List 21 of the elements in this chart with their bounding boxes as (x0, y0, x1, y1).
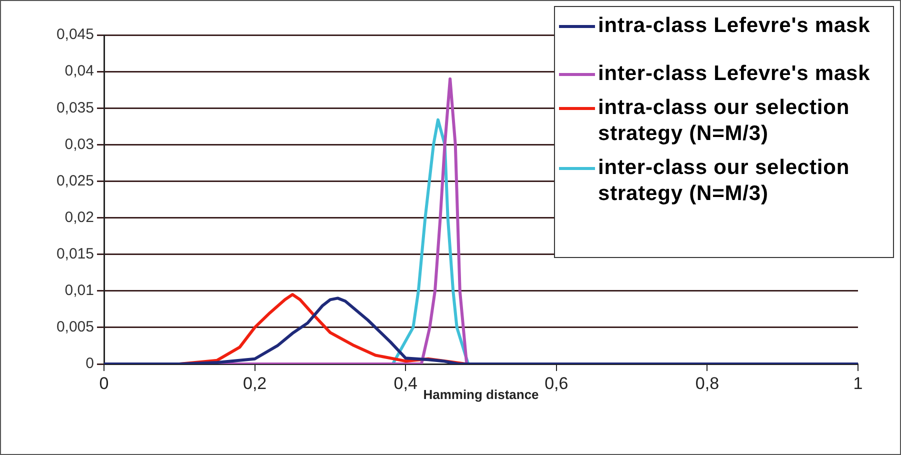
legend-label: intra-class Lefevre's mask (598, 13, 870, 39)
x-tick-label: 0,8 (695, 374, 720, 393)
y-tick-label: 0,035 (56, 99, 94, 116)
x-axis-title: Hamming distance (423, 386, 539, 402)
y-tick-label: 0,01 (64, 282, 94, 300)
y-tick-label: 0,045 (56, 26, 94, 44)
y-tick-label: 0,04 (64, 62, 94, 80)
y-tick-label: 0,02 (64, 208, 94, 226)
y-tick-label: 0,005 (56, 318, 94, 336)
y-tick-label: 0,03 (64, 136, 94, 153)
legend-label: intra-class our selection strategy (N=M/3) (598, 95, 851, 147)
x-tick-label: 0 (99, 374, 109, 393)
x-tick-label: 0,4 (394, 374, 418, 393)
y-tick-label: 0,015 (56, 245, 94, 262)
legend-label: inter-class Lefevre's mask (598, 61, 870, 87)
x-tick-label: 0,2 (242, 374, 267, 393)
x-tick-label: 0,6 (544, 374, 568, 393)
y-tick-label: 0 (86, 355, 94, 372)
x-tick-label: 1 (853, 374, 863, 393)
y-tick-label: 0,025 (56, 172, 94, 190)
legend-label: inter-class our selection strategy (N=M/3) (598, 155, 851, 207)
